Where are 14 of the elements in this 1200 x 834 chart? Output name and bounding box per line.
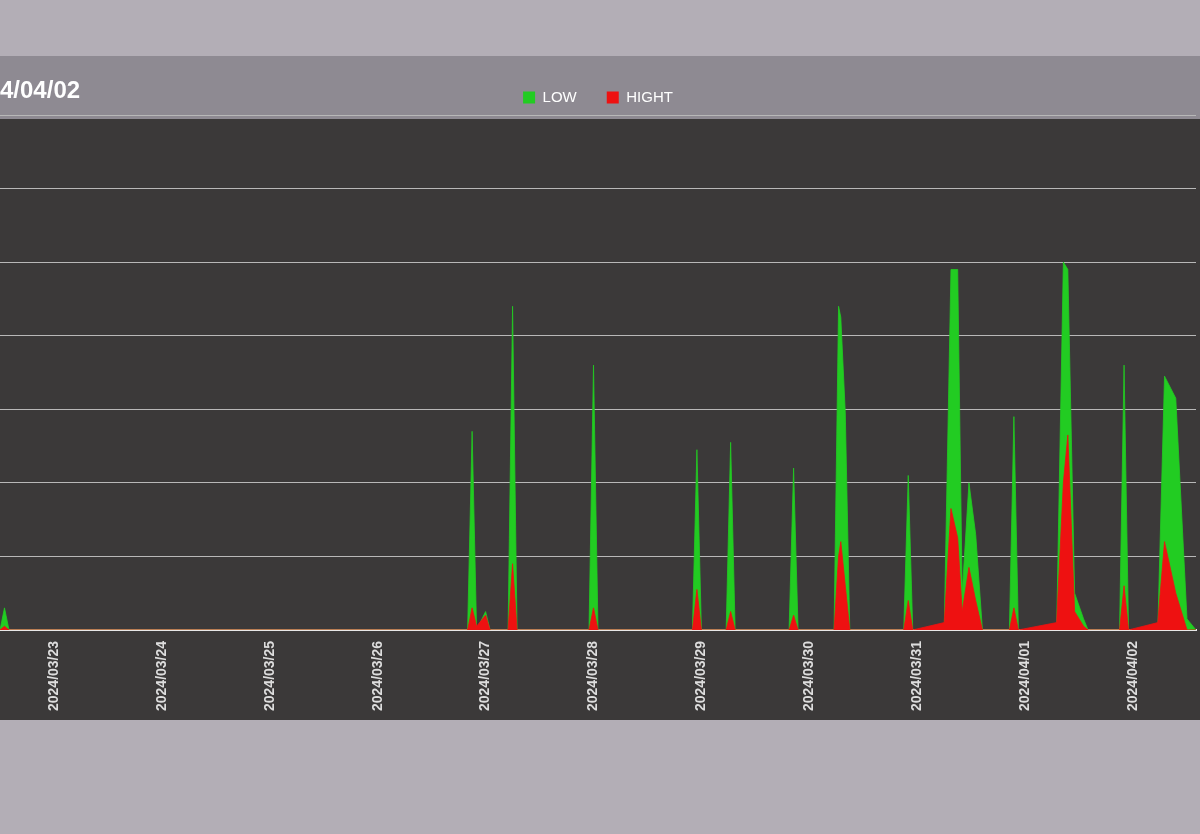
- legend-label: LOW: [542, 87, 578, 105]
- legend-label: HIGHT: [626, 87, 673, 105]
- x-tick-label: 2024/03/29: [692, 640, 709, 712]
- x-tick-label: 2024/04/02: [1123, 640, 1140, 712]
- x-tick-label: 2024/03/31: [908, 640, 925, 712]
- x-tick-label: 2024/03/25: [260, 640, 277, 712]
- x-tick-label: 2024/03/28: [584, 640, 601, 712]
- x-tick-label: 2024/04/01: [1016, 640, 1032, 712]
- x-tick-label: 2024/03/23: [44, 640, 61, 712]
- x-tick-label: 2024/03/26: [368, 640, 385, 712]
- x-tick-label: 2024/03/30: [800, 640, 817, 712]
- x-tick-label: 2024/03/27: [476, 640, 493, 712]
- chart-title: 4/04/02: [0, 76, 81, 104]
- x-tick-label: 2024/03/24: [152, 640, 169, 712]
